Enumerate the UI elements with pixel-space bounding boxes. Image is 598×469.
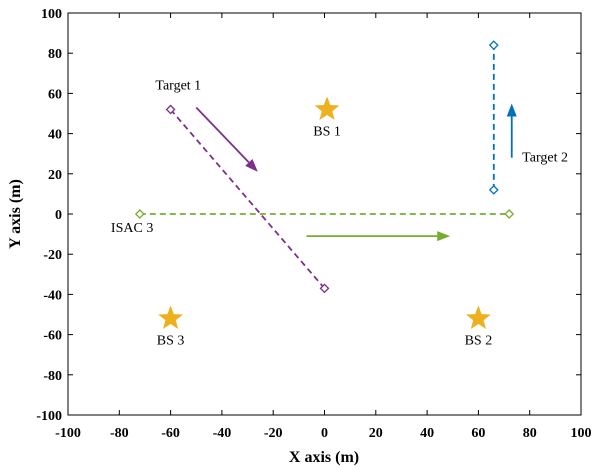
series-annotation: Target 1: [155, 78, 201, 93]
target1-endpoint-marker: [165, 104, 176, 115]
base-station-star-icon: [466, 305, 491, 329]
target1-endpoint-marker: [319, 283, 330, 294]
x-axis-title: X axis (m): [289, 449, 359, 466]
isac3-endpoint-marker: [134, 209, 145, 219]
axis-ticks: -100 -80 -60 -40 -20 0 20 40 60 80 100 -100 -80 -60 -4…: [36, 7, 591, 441]
base-station-layer: BS 1 BS 2 BS 3: [157, 96, 493, 349]
base-station-label: BS 2: [465, 334, 493, 349]
target2-arrowhead: [506, 103, 517, 117]
x-tick-label: 40: [420, 426, 434, 441]
isac3-arrowhead: [437, 231, 451, 242]
x-tick-label: 0: [321, 426, 328, 441]
y-tick-label: 80: [48, 47, 62, 62]
x-tick-label: 60: [471, 426, 485, 441]
arrow-layer: [195, 103, 517, 242]
series-layer: [134, 40, 515, 294]
x-tick-label: -100: [55, 426, 81, 441]
y-tick-label: -100: [36, 409, 62, 424]
x-tick-label: -60: [161, 426, 180, 441]
x-tick-label: -20: [264, 426, 283, 441]
target2-endpoint-marker: [488, 184, 499, 195]
y-tick-label: -80: [43, 369, 62, 384]
series-annotation: Target 2: [522, 151, 568, 166]
x-tick-label: 20: [369, 426, 383, 441]
target1-arrowhead: [245, 158, 258, 172]
base-station-star-icon: [158, 305, 183, 329]
series-annotation: ISAC 3: [111, 221, 153, 236]
y-tick-label: -20: [43, 248, 62, 263]
target1-direction-arrow: [195, 106, 250, 164]
x-tick-label: 80: [523, 426, 537, 441]
base-station-label: BS 3: [157, 334, 185, 349]
y-tick-label: 100: [41, 7, 62, 22]
y-tick-label: -60: [43, 329, 62, 344]
y-tick-label: -40: [43, 288, 62, 303]
annotation-layer: Target 1 Target 2 ISAC 3: [111, 78, 568, 236]
base-station-star-icon: [314, 96, 340, 120]
target2-endpoint-marker: [488, 40, 499, 51]
y-tick-label: 40: [48, 128, 62, 143]
x-tick-label: -40: [213, 426, 232, 441]
x-tick-label: -80: [110, 426, 129, 441]
isac3-endpoint-marker: [504, 209, 515, 219]
base-station-label: BS 1: [313, 124, 341, 139]
x-tick-label: 100: [571, 426, 592, 441]
y-tick-label: 0: [55, 208, 62, 223]
y-tick-label: 60: [48, 87, 62, 102]
y-axis-title: Y axis (m): [7, 179, 24, 249]
y-tick-label: 20: [48, 168, 62, 183]
